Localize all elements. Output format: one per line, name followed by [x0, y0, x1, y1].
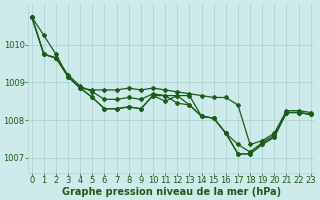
- X-axis label: Graphe pression niveau de la mer (hPa): Graphe pression niveau de la mer (hPa): [62, 187, 281, 197]
